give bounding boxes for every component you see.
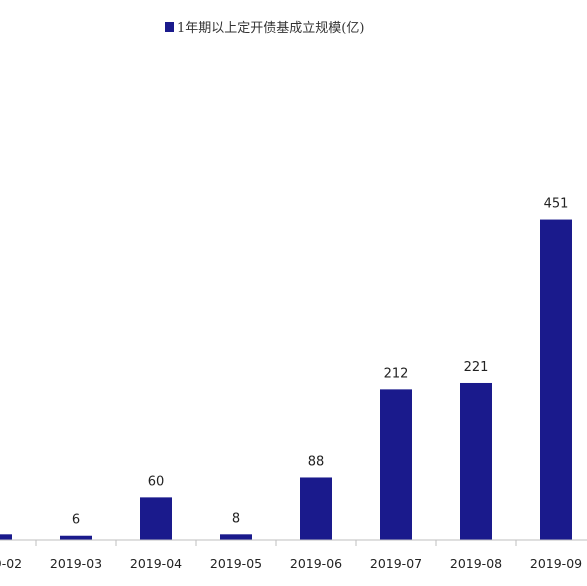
- data-label-2019-05: 8: [232, 511, 240, 526]
- legend: 1年期以上定开债基成立规模(亿): [165, 21, 364, 36]
- x-axis-tick-labels: 2019-02 2019-03 2019-04 2019-05 2019-06 2019-…: [0, 556, 582, 571]
- data-label-2019-04: 60: [148, 474, 165, 489]
- x-axis-ticks: [35, 540, 517, 546]
- data-label-2019-09: 451: [544, 197, 569, 212]
- bar-2019-02: [0, 534, 12, 540]
- bars: [0, 219, 572, 541]
- bar-2019-08: [460, 382, 492, 540]
- x-tick-label-2019-07: 2019-07: [370, 556, 422, 571]
- x-tick-label-2019-04: 2019-04: [130, 556, 182, 571]
- data-label-2019-03: 6: [72, 513, 80, 528]
- bar-2019-05: [220, 534, 252, 540]
- bar-2019-03: [60, 535, 92, 540]
- data-label-2019-06: 88: [308, 454, 325, 469]
- x-tick-label-2019-06: 2019-06: [290, 556, 342, 571]
- bar-2019-09: [540, 219, 572, 541]
- x-tick-label-2019-05: 2019-05: [210, 556, 262, 571]
- data-label-2019-07: 212: [384, 366, 409, 381]
- legend-swatch: [165, 22, 174, 32]
- x-tick-label-2019-02: 2019-02: [0, 556, 22, 571]
- data-label-2019-08: 221: [464, 360, 489, 375]
- bar-2019-04: [140, 497, 172, 540]
- x-tick-label-2019-03: 2019-03: [50, 556, 102, 571]
- x-tick-label-2019-09: 2019-09: [530, 556, 582, 571]
- bar-2019-07: [380, 389, 412, 540]
- data-labels: 8660888212221451: [0, 197, 568, 528]
- bar-2019-06: [300, 477, 332, 540]
- x-tick-label-2019-08: 2019-08: [450, 556, 502, 571]
- legend-label: 1年期以上定开债基成立规模(亿): [177, 21, 364, 36]
